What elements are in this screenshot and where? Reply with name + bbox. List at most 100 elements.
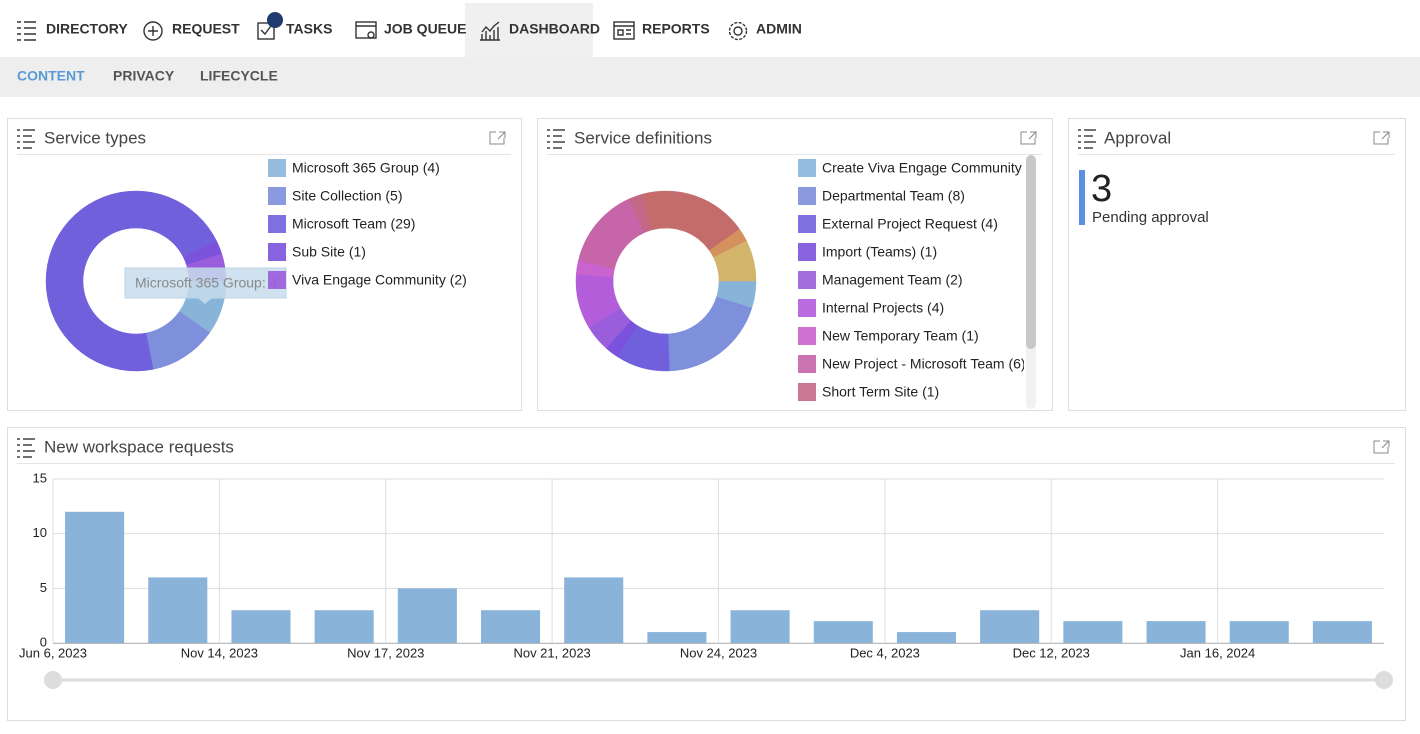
legend-swatch (798, 187, 816, 205)
legend-label[interactable]: Internal Projects (4) (822, 300, 944, 316)
x-tick-label: Nov 17, 2023 (347, 645, 424, 660)
bar[interactable] (148, 577, 208, 643)
legend-swatch (268, 159, 286, 177)
legend-label[interactable]: Microsoft 365 Group (4) (292, 160, 440, 176)
bar[interactable] (231, 610, 291, 643)
nav-icons (17, 21, 748, 41)
legend-label[interactable]: Site Collection (5) (292, 188, 403, 204)
expand-icon[interactable] (1020, 131, 1037, 145)
bar[interactable] (1229, 621, 1289, 643)
active-tab (465, 3, 593, 57)
bar[interactable] (314, 610, 374, 643)
x-tick-label: Jan 16, 2024 (1180, 645, 1255, 660)
nav-item[interactable]: DIRECTORY (46, 21, 128, 37)
panel-title: Approval (1104, 128, 1171, 147)
subnav-bar (0, 57, 1420, 97)
bar[interactable] (1063, 621, 1123, 643)
panel-title: New workspace requests (44, 437, 234, 456)
y-tick-label: 15 (33, 470, 47, 485)
legend: Microsoft 365 Group (4) Site Collection (… (268, 159, 467, 289)
legend-label[interactable]: External Project Request (4) (822, 216, 998, 232)
bar[interactable] (647, 632, 707, 643)
slider-handle[interactable] (1375, 671, 1393, 689)
approval-value: 3 (1091, 168, 1112, 210)
legend-label[interactable]: Management Team (2) (822, 272, 963, 288)
y-tick-label: 10 (33, 525, 47, 540)
bar[interactable] (564, 577, 624, 643)
panel (7, 118, 522, 411)
nav-item[interactable]: JOB QUEUE (384, 21, 466, 37)
bar[interactable] (730, 610, 790, 643)
legend-label[interactable]: Import (Teams) (1) (822, 244, 937, 260)
legend-label[interactable]: Microsoft Team (29) (292, 216, 415, 232)
legend-label[interactable]: New Temporary Team (1) (822, 328, 979, 344)
panel-icon (1078, 129, 1096, 149)
approval-accent (1079, 170, 1085, 225)
nav-item[interactable]: TASKS (286, 21, 332, 37)
legend: Create Viva Engage Community ( Department… (798, 159, 1031, 401)
nav-item[interactable]: DASHBOARD (509, 21, 600, 37)
scrollbar-thumb[interactable] (1026, 155, 1036, 349)
donut-segment (45, 190, 217, 372)
expand-icon[interactable] (489, 131, 506, 145)
bar[interactable] (813, 621, 873, 643)
nav-item[interactable]: ADMIN (756, 21, 802, 37)
slider-handle[interactable] (44, 671, 62, 689)
panel-icon (547, 129, 565, 149)
nav-item[interactable]: REPORTS (642, 21, 710, 37)
subnav-item[interactable]: PRIVACY (113, 68, 175, 84)
bar[interactable] (1312, 621, 1372, 643)
donut-segment (713, 240, 757, 282)
panel-title: Service definitions (574, 128, 712, 147)
tooltip-text: Microsoft 365 Group: 4 (135, 275, 278, 291)
bar[interactable] (1146, 621, 1206, 643)
nav-item[interactable]: REQUEST (172, 21, 240, 37)
bar[interactable] (397, 588, 457, 643)
expand-icon[interactable] (1373, 131, 1390, 145)
bar[interactable] (896, 632, 957, 643)
x-tick-label: Nov 14, 2023 (181, 645, 258, 660)
y-tick-label: 0 (40, 634, 47, 649)
legend-swatch (798, 215, 816, 233)
legend-swatch (798, 327, 816, 345)
tooltip-pointer (198, 298, 212, 304)
x-tick-label: Nov 21, 2023 (513, 645, 590, 660)
x-tick-label: Dec 12, 2023 (1013, 645, 1090, 660)
legend-swatch (268, 187, 286, 205)
legend-swatch (798, 355, 816, 373)
legend-swatch (268, 271, 286, 289)
subnav-item[interactable]: LIFECYCLE (200, 68, 278, 84)
legend-label[interactable]: New Project - Microsoft Team (6) (822, 356, 1026, 372)
legend-label[interactable]: Viva Engage Community (2) (292, 272, 467, 288)
panel (1068, 118, 1406, 411)
legend-label[interactable]: Short Term Site (1) (822, 384, 939, 400)
subnav-item[interactable]: CONTENT (17, 68, 85, 84)
panel (7, 427, 1406, 721)
x-tick-label: Jun 6, 2023 (19, 645, 87, 660)
legend-swatch (798, 383, 816, 401)
badge (267, 12, 283, 28)
legend-label[interactable]: Sub Site (1) (292, 244, 366, 260)
bar[interactable] (480, 610, 541, 643)
legend-swatch (798, 159, 816, 177)
panel-icon (17, 129, 35, 149)
legend-swatch (268, 215, 286, 233)
bar[interactable] (65, 511, 125, 643)
legend-label[interactable]: Departmental Team (8) (822, 188, 965, 204)
x-tick-label: Nov 24, 2023 (680, 645, 757, 660)
legend-label[interactable]: Create Viva Engage Community ( (822, 160, 1031, 176)
panel-title: Service types (44, 128, 146, 147)
y-tick-label: 5 (40, 580, 47, 595)
legend-swatch (798, 271, 816, 289)
panel-icon (17, 438, 35, 458)
expand-icon[interactable] (1373, 440, 1390, 454)
bar[interactable] (980, 610, 1040, 643)
panel (537, 118, 1053, 411)
legend-swatch (798, 299, 816, 317)
legend-swatch (268, 243, 286, 261)
x-tick-label: Dec 4, 2023 (850, 645, 920, 660)
approval-label: Pending approval (1092, 209, 1209, 226)
legend-swatch (798, 243, 816, 261)
